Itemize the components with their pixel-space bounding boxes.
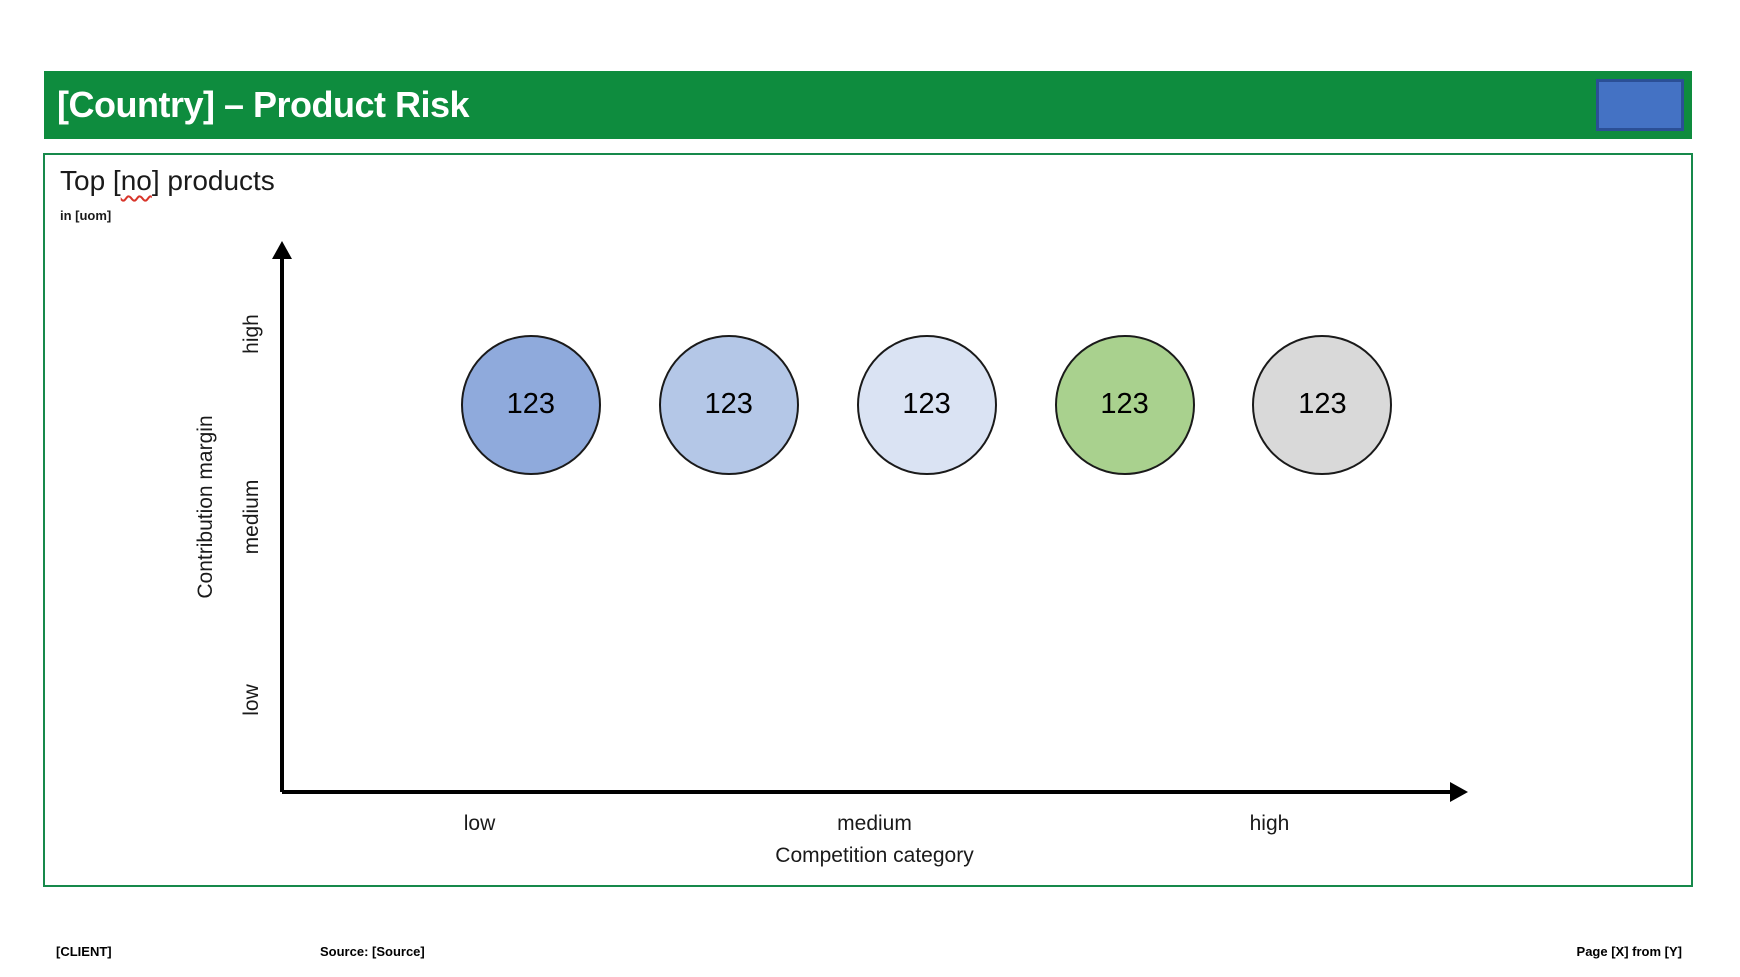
y-axis-arrow-icon bbox=[272, 241, 292, 259]
y-axis-line bbox=[280, 256, 284, 792]
x-axis-arrow-icon bbox=[1450, 782, 1468, 802]
bubble[interactable]: 123 bbox=[1252, 334, 1393, 475]
x-tick-high: high bbox=[1249, 812, 1290, 835]
x-axis-line bbox=[282, 790, 1452, 794]
chart-title-part3: ] products bbox=[151, 165, 275, 196]
footer-page: Page [X] from [Y] bbox=[1576, 944, 1682, 959]
footer-source: Source: [Source] bbox=[320, 944, 425, 959]
chart-title: Top [no] products bbox=[60, 165, 275, 197]
header-bar: [Country] – Product Risk bbox=[44, 71, 1692, 139]
chart-subtitle: in [uom] bbox=[60, 208, 112, 223]
chart-title-part1: Top [ bbox=[60, 165, 121, 196]
y-axis-title: Contribution margin bbox=[194, 415, 217, 599]
bubble[interactable]: 123 bbox=[658, 334, 799, 475]
chart-title-spellcheck-word: no bbox=[120, 165, 152, 196]
y-tick-low: low bbox=[240, 684, 263, 717]
x-axis-title: Competition category bbox=[775, 844, 974, 867]
plot-area: high medium low Contribution margin low … bbox=[194, 241, 1468, 867]
logo-placeholder[interactable] bbox=[1596, 79, 1684, 131]
chart-panel: Top [no] products in [uom] high medium l… bbox=[43, 153, 1693, 887]
slide-title: [Country] – Product Risk bbox=[57, 84, 470, 125]
bubble[interactable]: 123 bbox=[1054, 334, 1195, 475]
bubble[interactable]: 123 bbox=[856, 334, 997, 475]
x-tick-low: low bbox=[463, 812, 496, 835]
y-tick-high: high bbox=[240, 313, 263, 354]
x-tick-medium: medium bbox=[837, 812, 912, 835]
y-tick-medium: medium bbox=[240, 479, 263, 555]
footer-client: [CLIENT] bbox=[56, 944, 112, 959]
bubble[interactable]: 123 bbox=[460, 334, 601, 475]
